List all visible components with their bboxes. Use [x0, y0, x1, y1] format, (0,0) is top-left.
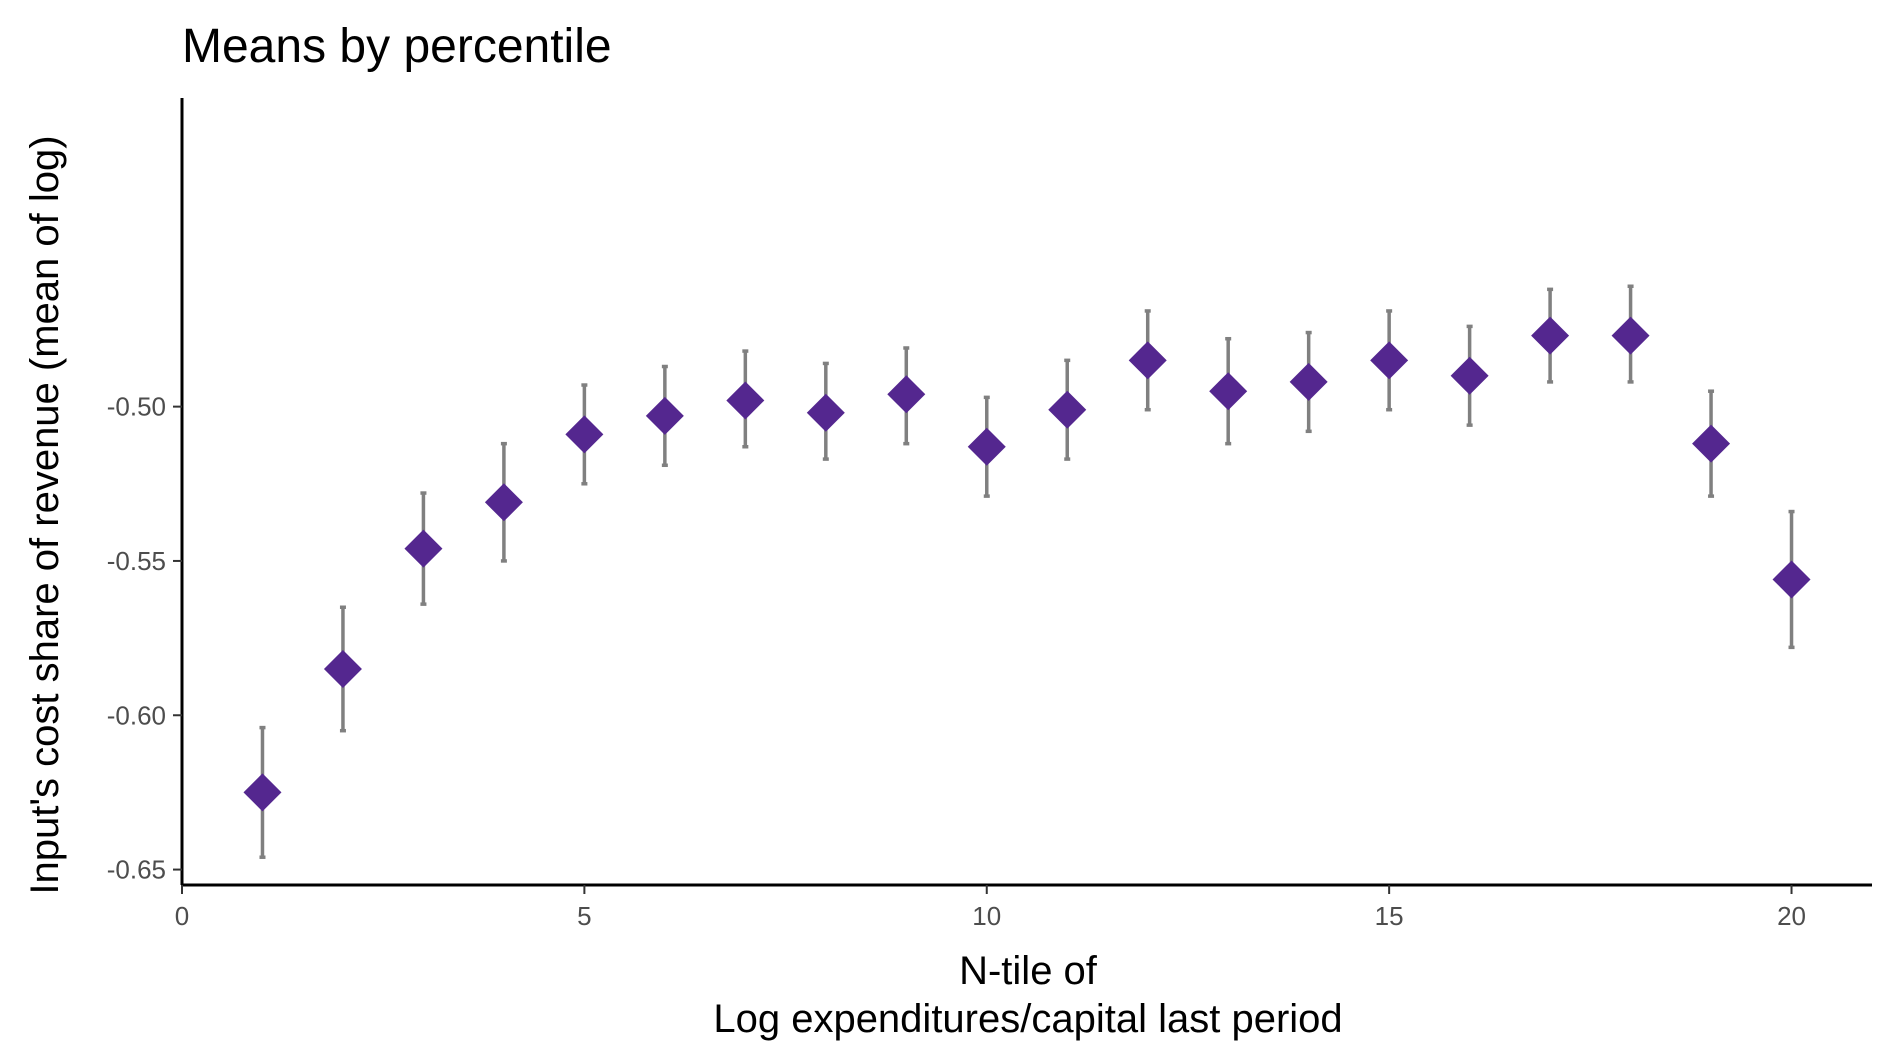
- chart-title: Means by percentile: [182, 20, 612, 73]
- data-point-diamond: [1289, 362, 1328, 401]
- data-point-diamond: [565, 415, 604, 454]
- data-point-diamond: [1370, 341, 1409, 380]
- data-point-diamond: [323, 649, 362, 688]
- x-tick-label: 10: [972, 901, 1001, 931]
- data-point-diamond: [726, 381, 765, 420]
- y-tick-label: -0.55: [107, 546, 166, 576]
- data-point-diamond: [1772, 560, 1811, 599]
- x-tick-label: 20: [1777, 901, 1806, 931]
- x-axis-ticks: 0 5 10 15 20: [175, 885, 1806, 931]
- data-point-diamond: [967, 427, 1006, 466]
- x-tick-label: 15: [1375, 901, 1404, 931]
- data-point-diamond: [1048, 390, 1087, 429]
- y-tick-label: -0.65: [107, 855, 166, 885]
- x-tick-label: 0: [175, 901, 189, 931]
- data-point-diamond: [887, 375, 926, 414]
- data-point-diamond: [645, 396, 684, 435]
- y-axis-title: Input's cost share of revenue (mean of l…: [23, 135, 67, 894]
- data-point-diamond: [484, 483, 523, 522]
- data-point-diamond: [1692, 424, 1731, 463]
- y-tick-label: -0.50: [107, 392, 166, 422]
- y-tick-label: -0.60: [107, 700, 166, 730]
- data-point-diamond: [1531, 316, 1570, 355]
- y-axis-ticks: -0.65 -0.60 -0.55 -0.50: [107, 392, 182, 885]
- data-point-diamond: [1209, 372, 1248, 411]
- x-axis-title-line2: Log expenditures/capital last period: [713, 997, 1342, 1041]
- data-point-diamond: [404, 529, 443, 568]
- x-tick-label: 5: [577, 901, 591, 931]
- data-point-diamond: [1450, 356, 1489, 395]
- data-point-diamond: [1611, 316, 1650, 355]
- data-point-diamond: [243, 773, 282, 812]
- errorbar-layer: [259, 284, 1795, 859]
- x-axis-title-line1: N-tile of: [959, 949, 1098, 993]
- data-point-diamond: [806, 393, 845, 432]
- point-layer: [243, 316, 1811, 812]
- data-point-diamond: [1128, 341, 1167, 380]
